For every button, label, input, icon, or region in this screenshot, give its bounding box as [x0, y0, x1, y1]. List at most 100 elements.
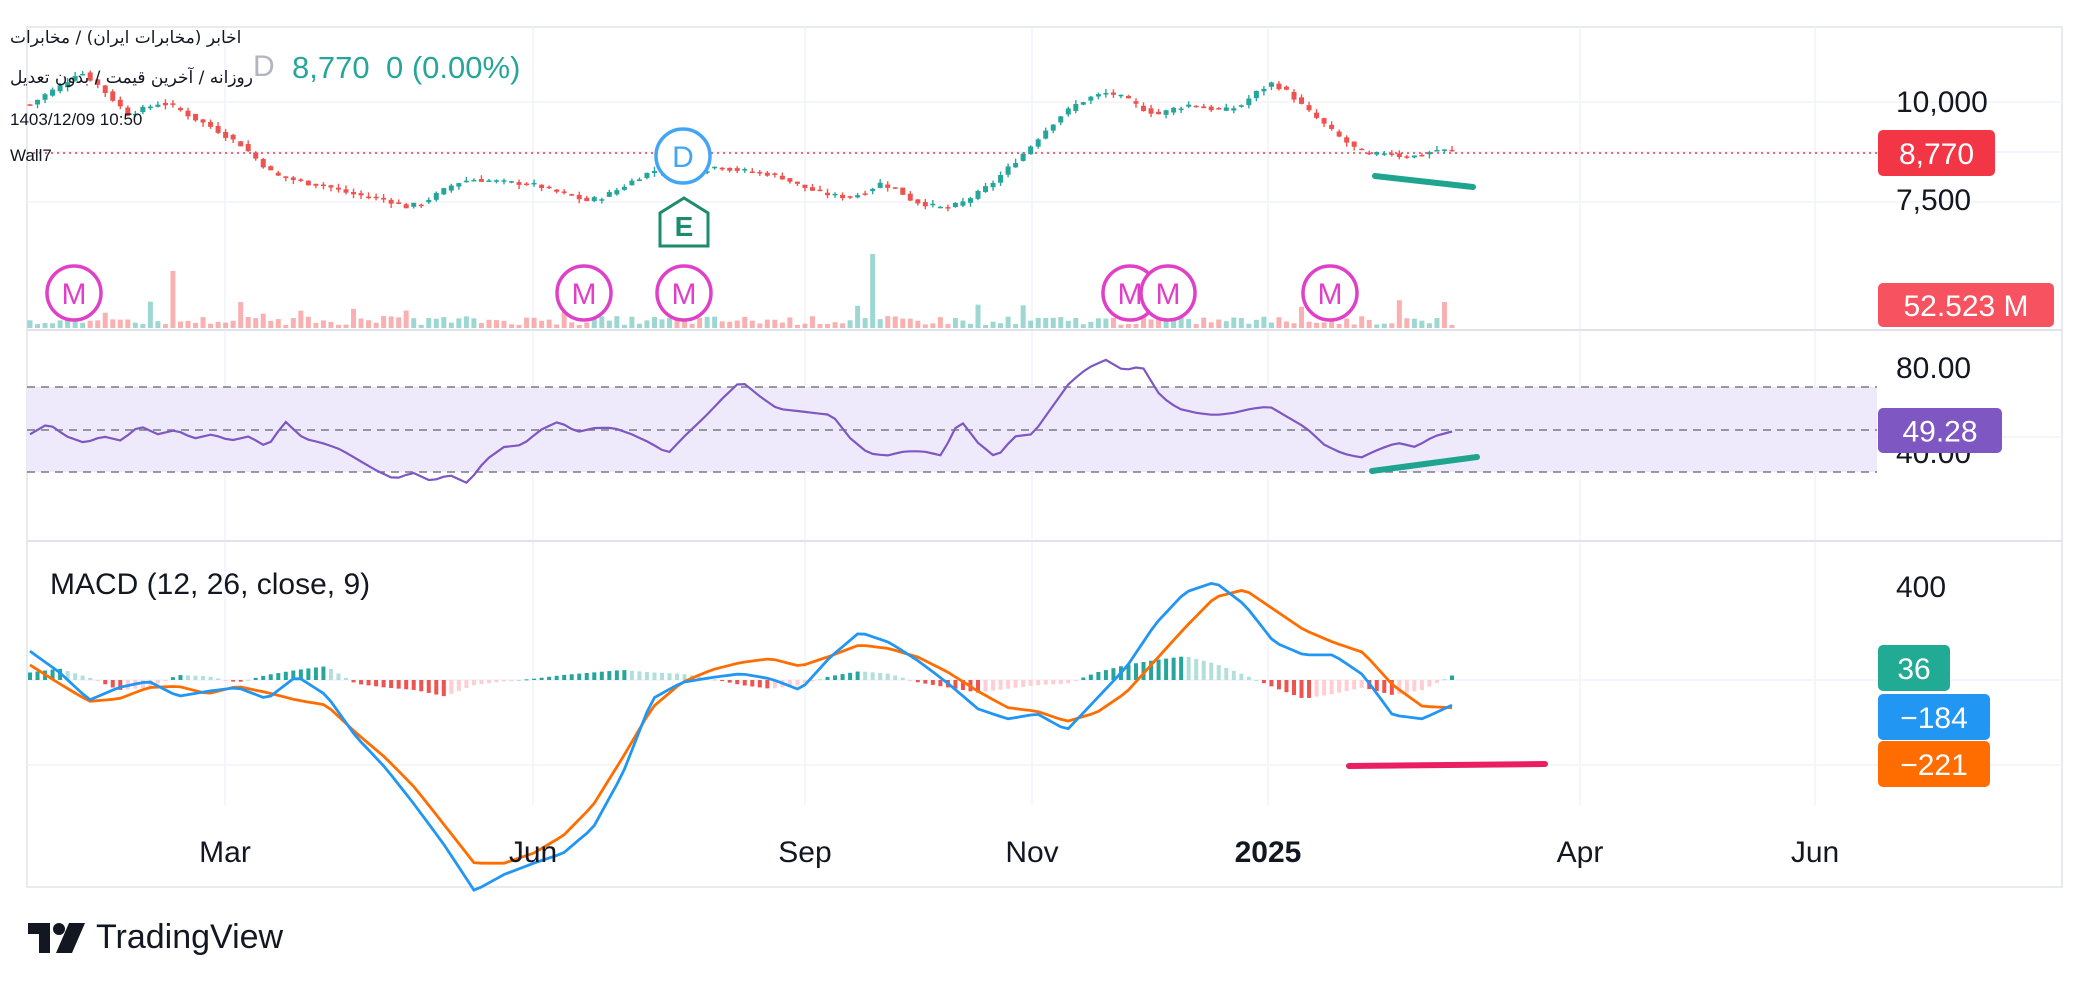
price-pane[interactable] [27, 70, 1878, 328]
volume-bar [193, 322, 199, 328]
candle-body [155, 104, 161, 107]
histogram-bar [1088, 674, 1093, 680]
histogram-bar [870, 672, 875, 680]
volume-bar [1246, 323, 1252, 328]
volume-bar [132, 322, 138, 328]
histogram-bar [1337, 680, 1342, 693]
datetime-stamp: 1403/12/09 10:50 [10, 110, 143, 129]
event-marker[interactable]: M [1301, 264, 1359, 322]
macd-pane[interactable]: MACD (12, 26, close, 9) [28, 568, 1548, 892]
candle-body [463, 180, 469, 183]
candle-body [1231, 108, 1237, 111]
legend-last-price: 8,770 [292, 50, 370, 85]
volume-bar [501, 320, 507, 328]
event-marker-label: M [62, 278, 87, 311]
event-marker[interactable]: M [1139, 264, 1197, 322]
candle-body [147, 106, 153, 109]
histogram-bar [374, 680, 379, 687]
event-marker[interactable]: M [555, 264, 613, 322]
candle-body [65, 82, 71, 88]
candle-body [584, 197, 590, 201]
volume-bar [1125, 323, 1131, 328]
horizontal-line-macd-drawing[interactable] [1346, 761, 1548, 769]
volume-bar [95, 320, 101, 328]
tradingview-logo[interactable]: TradingView [28, 918, 283, 957]
rsi-pane[interactable] [27, 358, 1877, 485]
volume-bar [1156, 319, 1162, 328]
volume-bar [794, 324, 800, 328]
histogram-bar [163, 680, 168, 681]
histogram-bar [1322, 680, 1327, 696]
histogram-bar [539, 677, 544, 680]
grid [27, 27, 2062, 805]
volume-bar [1366, 319, 1372, 328]
histogram-bar [434, 680, 439, 695]
histogram-bar [960, 680, 965, 691]
volume-bar [1058, 317, 1064, 328]
candle-body [200, 119, 206, 123]
histogram-bar [825, 676, 830, 680]
candle-body [253, 152, 259, 159]
trendline-price-drawing[interactable] [1372, 173, 1476, 190]
histogram-bar [80, 675, 85, 680]
histogram-bar [1239, 673, 1244, 680]
candle-body [50, 89, 56, 96]
candle-body [238, 141, 244, 147]
histogram-bar [1389, 680, 1394, 695]
event-marker[interactable]: M [655, 264, 713, 322]
histogram-bar [170, 677, 175, 680]
histogram-bar [893, 675, 898, 680]
event-markers[interactable]: M M M M M MDE [45, 127, 1359, 322]
histogram-bar [900, 677, 905, 680]
candle-body [591, 197, 597, 202]
histogram-bar [863, 671, 868, 680]
signal-series-line [29, 589, 1453, 865]
candle-body [960, 201, 966, 206]
candle-body [396, 202, 402, 204]
histogram-bar [637, 671, 642, 680]
histogram-bar [599, 671, 604, 680]
volume-bar [328, 321, 334, 328]
histogram-bar [569, 674, 574, 680]
volume-bars [27, 254, 1455, 328]
trendline-rsi-drawing[interactable] [1369, 454, 1480, 474]
histogram-bar [411, 680, 416, 690]
candle-body [215, 125, 221, 133]
candle-body [1193, 105, 1199, 108]
candle-body [787, 178, 793, 182]
volume-bar [1381, 323, 1387, 328]
candle-body [403, 204, 409, 209]
histogram-bar [103, 680, 108, 685]
candle-body [1073, 104, 1079, 111]
candle-body [335, 187, 341, 190]
histogram-bar [1299, 680, 1304, 698]
candle-body [524, 183, 530, 186]
candle-body [983, 186, 989, 192]
earnings-marker[interactable]: E [658, 196, 710, 248]
volume-bar [779, 322, 785, 328]
volume-bar [832, 322, 838, 328]
histogram-bar [802, 680, 807, 684]
dividend-marker[interactable]: D [654, 127, 712, 185]
candle-body [313, 183, 319, 186]
volume-bar [268, 320, 274, 328]
volume-bar [170, 271, 176, 328]
histogram-bar [885, 673, 890, 680]
volume-bar [1073, 318, 1079, 328]
candle-body [922, 202, 928, 207]
volume-bar [448, 322, 454, 328]
candle-body [644, 172, 650, 179]
candle-body [885, 184, 891, 188]
candle-body [1276, 83, 1282, 90]
event-marker[interactable]: M [45, 264, 103, 322]
last-price-label: 8,770 [1878, 130, 1995, 176]
volume-bar [1299, 306, 1305, 328]
candle-body [621, 186, 627, 190]
candle-body [516, 182, 522, 185]
candle-body [614, 190, 620, 195]
chart-subtitle: روزانه / آخرین قیمت / بدون تعدیل [10, 68, 253, 88]
volume-bar [1238, 318, 1244, 328]
candle-body [757, 171, 763, 174]
candle-body [57, 85, 63, 92]
